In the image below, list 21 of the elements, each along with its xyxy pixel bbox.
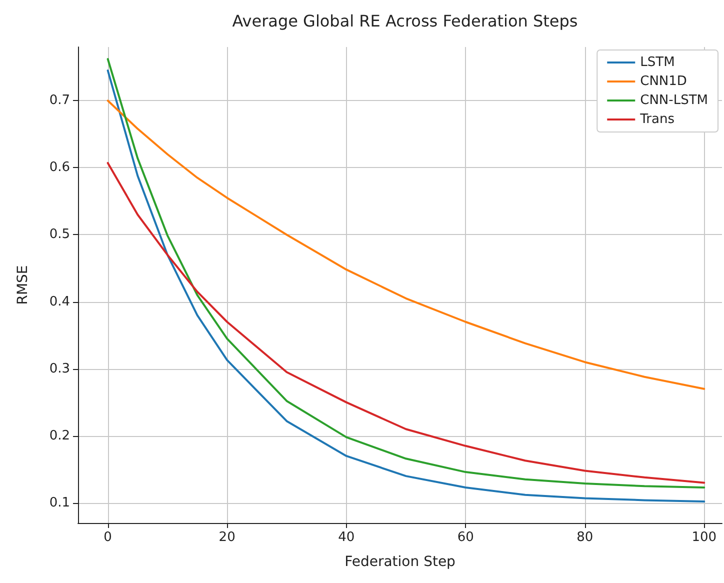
- y-tick-label: 0.4: [49, 294, 70, 310]
- legend-label: CNN-LSTM: [640, 93, 708, 108]
- x-tick-label: 100: [692, 530, 717, 545]
- x-tick-label: 40: [338, 530, 355, 545]
- legend-label: Trans: [639, 112, 675, 127]
- x-tick-label: 20: [218, 530, 236, 545]
- y-tick-label: 0.3: [49, 361, 70, 376]
- y-axis-title: RMSE: [15, 265, 31, 305]
- legend-label: LSTM: [640, 55, 675, 70]
- y-tick-label: 0.1: [49, 495, 70, 510]
- chart-title: Average Global RE Across Federation Steps: [232, 12, 578, 30]
- legend-label: CNN1D: [640, 74, 687, 89]
- y-tick-label: 0.6: [49, 160, 70, 176]
- x-tick-label: 0: [104, 530, 112, 545]
- y-tick-label: 0.5: [49, 227, 70, 242]
- line-series: [106, 162, 706, 484]
- y-tick-label: 0.7: [49, 93, 70, 108]
- x-tick-label: 60: [457, 530, 474, 545]
- x-axis-title: Federation Step: [344, 554, 456, 570]
- y-tick-label: 0.2: [49, 428, 70, 444]
- x-tick-label: 80: [576, 530, 594, 545]
